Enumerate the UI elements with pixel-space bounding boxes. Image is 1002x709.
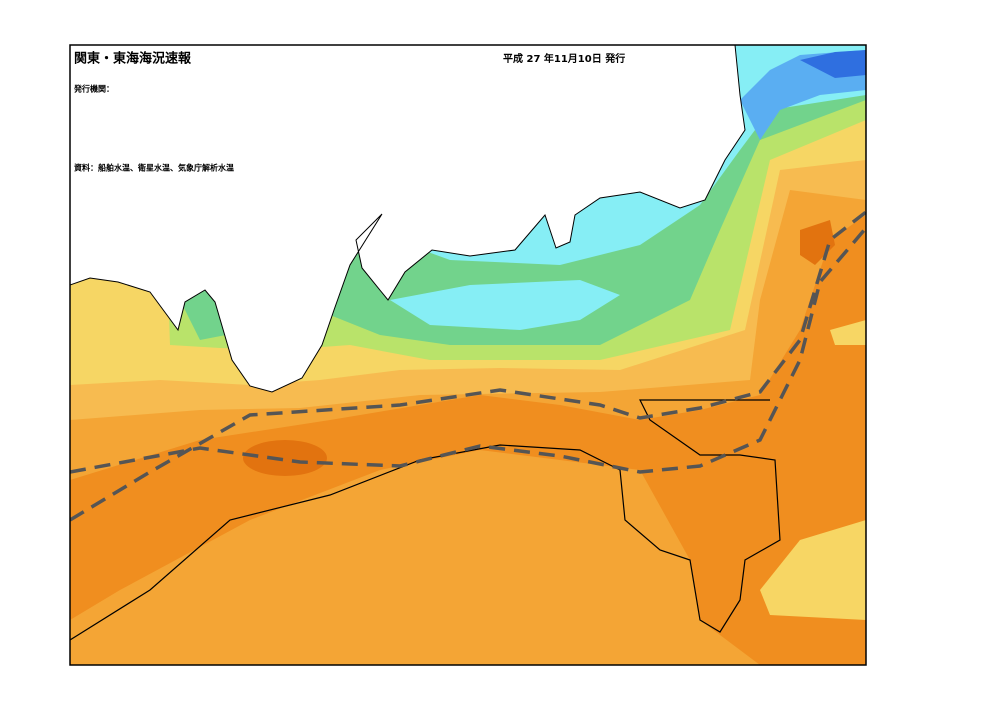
data-source: 資料：船舶水温、衛星水温、気象庁解析水温 [74, 163, 234, 173]
issue-date: 平成 27 年11月10日 発行 [503, 52, 625, 65]
sea-kuroshio [70, 215, 866, 665]
kuroshio-axis [70, 210, 866, 522]
sea-warm-core [243, 440, 327, 476]
publisher-label: 発行機関： [73, 84, 114, 94]
land [70, 45, 746, 393]
contour-25 [70, 399, 781, 641]
sea-zone-23 [830, 320, 866, 345]
sea-zone-20 [390, 280, 620, 330]
kuroshio-line [70, 226, 866, 474]
kuroshio-line [70, 210, 866, 522]
sea-zone-18 [800, 50, 866, 78]
title: 関東・東海海況速報 [74, 51, 192, 67]
contour-line [70, 399, 781, 641]
sea-zone-23 [760, 520, 866, 620]
map-frame [69, 44, 867, 666]
sea-temperature-field [70, 45, 866, 665]
